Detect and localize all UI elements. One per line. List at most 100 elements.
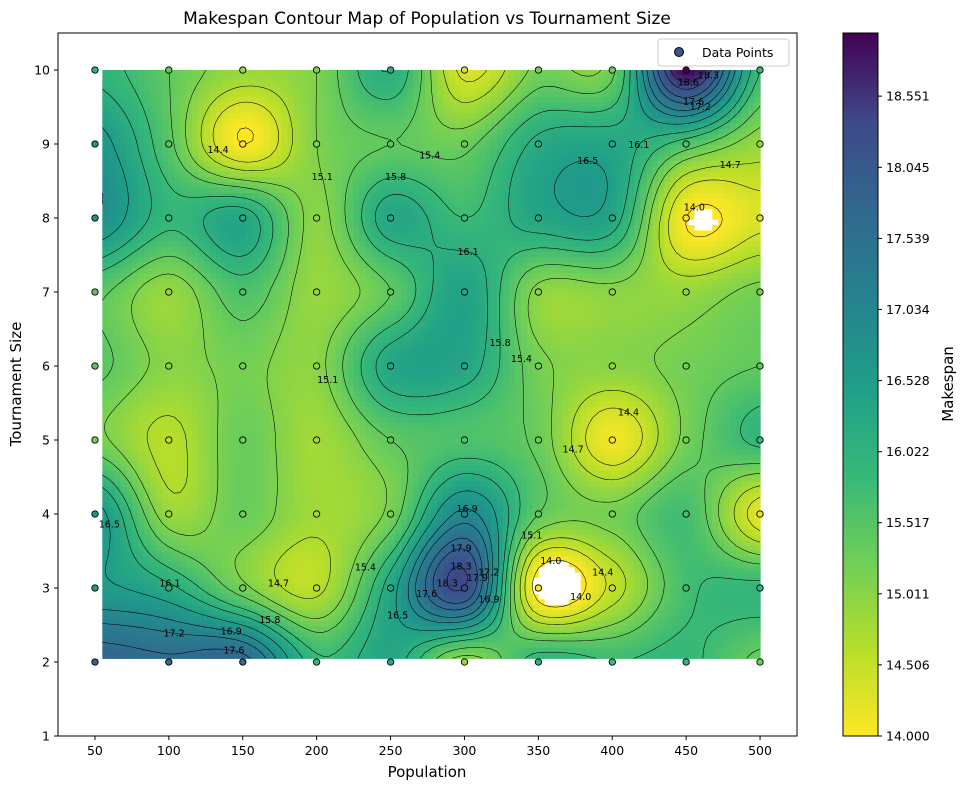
contour-cell (281, 193, 289, 199)
contour-cell (754, 182, 761, 189)
contour-cell (473, 134, 480, 141)
contour-cell (610, 267, 618, 274)
contour-cell (383, 118, 390, 125)
contour-cell (341, 160, 349, 167)
contour-cell (138, 171, 145, 178)
contour-cell (616, 198, 624, 205)
contour-cell (419, 182, 426, 189)
contour-cell (269, 144, 277, 151)
contour-cell (485, 187, 492, 194)
contour-cell (706, 91, 713, 98)
contour-cell (108, 70, 115, 76)
contour-cell (550, 75, 558, 82)
contour-cell (347, 251, 355, 258)
contour-cell (712, 230, 719, 237)
contour-cell (544, 134, 552, 141)
contour-cell (502, 118, 510, 125)
contour-cell (526, 75, 534, 82)
contour-cell (233, 75, 241, 82)
contour-cell (347, 273, 355, 280)
contour-cell (126, 198, 133, 205)
contour-cell (269, 241, 277, 248)
contour-cell (634, 289, 642, 296)
contour-cell (730, 294, 737, 301)
contour-cell (311, 150, 319, 157)
contour-cell (514, 299, 522, 306)
contour-cell (508, 171, 516, 178)
contour-cell (544, 241, 552, 248)
contour-cell (461, 86, 468, 92)
contour-cell (329, 107, 337, 114)
contour-cell (443, 278, 450, 285)
contour-cell (198, 230, 205, 237)
contour-cell (730, 91, 737, 98)
contour-cell (473, 80, 480, 87)
contour-cell (574, 262, 582, 269)
contour-cell (156, 262, 163, 269)
contour-cell (102, 150, 109, 157)
contour-cell (168, 198, 175, 205)
contour-cell (682, 96, 689, 103)
contour-cell (473, 107, 480, 114)
contour-cell (192, 91, 199, 98)
contour-cell (640, 144, 648, 151)
contour-cell (628, 86, 636, 92)
contour-cell (694, 198, 701, 205)
contour-cell (496, 171, 504, 178)
contour-cell (233, 289, 241, 296)
contour-cell (622, 182, 630, 189)
contour-cell (395, 257, 402, 264)
contour-cell (150, 214, 157, 221)
contour-cell (598, 166, 606, 173)
contour-cell (473, 219, 480, 226)
contour-cell (646, 91, 654, 98)
contour-cell (514, 102, 522, 109)
contour-cell (640, 86, 648, 92)
contour-cell (574, 112, 582, 119)
contour-cell (712, 155, 719, 162)
contour-cell (126, 203, 133, 210)
contour-cell (479, 251, 486, 258)
contour-cell (209, 70, 217, 76)
contour-cell (209, 102, 217, 109)
contour-cell (323, 123, 331, 130)
contour-cell (162, 251, 169, 258)
contour-cell (538, 219, 546, 226)
contour-cell (718, 235, 725, 242)
contour-cell (102, 86, 109, 92)
contour-cell (664, 118, 671, 125)
contour-cell (562, 91, 570, 98)
contour-cell (162, 203, 169, 210)
contour-cell (359, 171, 367, 178)
contour-cell (383, 176, 390, 183)
contour-cell (724, 70, 731, 76)
contour-cell (694, 134, 701, 141)
contour-cell (706, 283, 713, 290)
contour-cell (604, 278, 612, 285)
contour-cell (341, 128, 349, 135)
contour-cell (508, 102, 516, 109)
contour-cell (544, 123, 552, 130)
contour-cell (359, 128, 367, 135)
contour-cell (383, 209, 390, 215)
contour-cell (221, 305, 229, 312)
contour-cell (168, 283, 175, 290)
contour-cell (245, 209, 253, 215)
contour-cell (251, 187, 259, 194)
contour-cell (281, 96, 289, 103)
contour-cell (502, 305, 510, 312)
contour-cell (455, 294, 462, 301)
contour-cell (556, 70, 564, 76)
contour-cell (490, 251, 498, 258)
contour-cell (215, 278, 223, 285)
contour-cell (461, 102, 468, 109)
contour-cell (174, 80, 181, 87)
contour-cell (526, 230, 534, 237)
contour-cell (353, 294, 361, 301)
contour-cell (754, 246, 761, 253)
contour-cell (251, 171, 259, 178)
contour-cell (724, 203, 731, 210)
contour-cell (275, 251, 283, 258)
contour-cell (126, 102, 133, 109)
contour-cell (192, 107, 199, 114)
